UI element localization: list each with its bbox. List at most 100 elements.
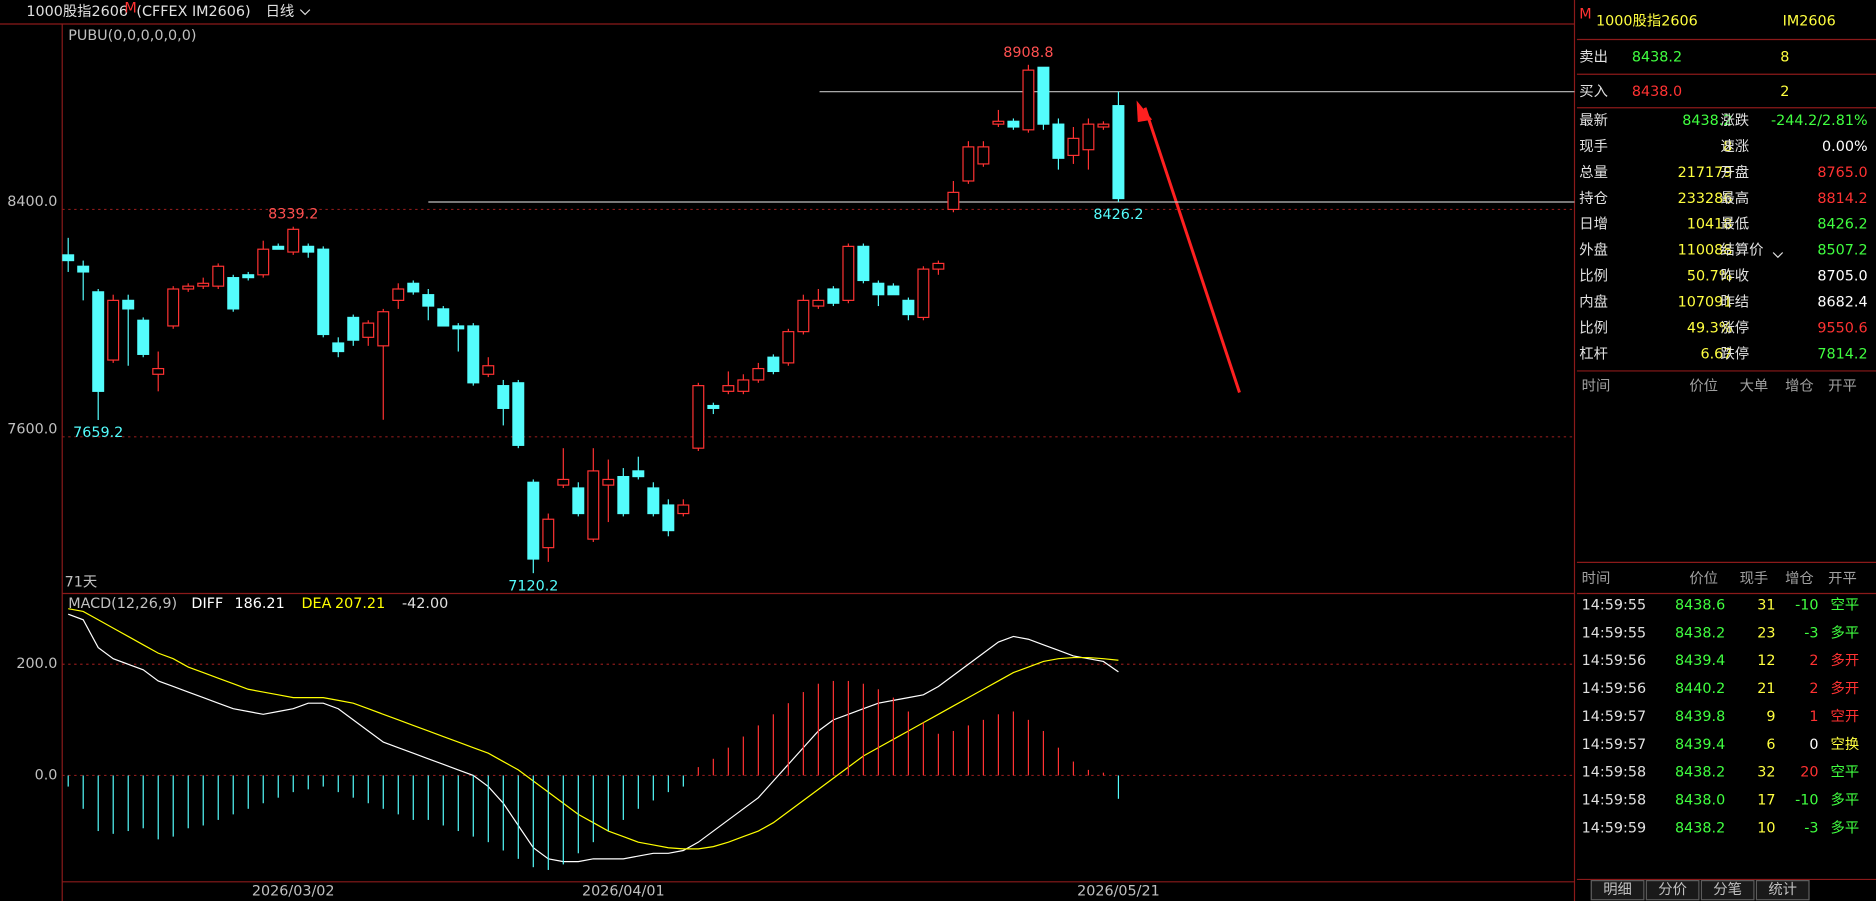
candle-body [872, 282, 885, 296]
stat-value: 49.3% [1687, 321, 1733, 337]
candle-body [422, 294, 435, 307]
x-tick-label: 2026/04/01 [582, 883, 665, 899]
candle-body [677, 504, 690, 515]
tab-label[interactable]: 明细 [1603, 881, 1632, 898]
stat-label: 日增 [1579, 216, 1608, 233]
stat-value: 107091 [1678, 295, 1733, 311]
candle-body [737, 379, 750, 392]
stat-value: 8682.4 [1817, 295, 1867, 311]
column-header: 现手 [1740, 570, 1769, 587]
stat-label: 内盘 [1579, 293, 1608, 311]
candle-body [947, 191, 960, 211]
candle-body [842, 245, 855, 301]
trade-cell: -3 [1804, 820, 1818, 836]
candle-body [377, 311, 390, 347]
period: 日线 [266, 3, 295, 20]
candle-body [1082, 123, 1095, 151]
symbol-name: 1000股指2606 [26, 3, 128, 20]
stat-value: 8705.0 [1817, 269, 1867, 285]
candle-body [332, 342, 345, 353]
trade-cell: 14:59:55 [1582, 597, 1646, 613]
candle-body [512, 382, 525, 446]
candle-body [347, 316, 360, 341]
tab[interactable] [1645, 880, 1700, 901]
trade-cell: 8438.0 [1675, 793, 1725, 809]
trade-cell: 14:59:58 [1582, 793, 1646, 809]
legend-name: DEA [302, 596, 332, 612]
volume: 8 [1780, 49, 1789, 65]
tab[interactable] [1755, 880, 1810, 901]
candle-body [1052, 123, 1065, 159]
trade-cell: 8438.2 [1675, 765, 1725, 781]
trade-cell: 14:59:58 [1582, 765, 1646, 781]
candle-body [707, 404, 720, 409]
stat-label: 速涨 [1720, 138, 1749, 155]
column-header: 价位 [1689, 377, 1718, 394]
candle-body [797, 299, 810, 333]
flag: M [1579, 6, 1591, 22]
stat-label: 杠杆 [1579, 346, 1608, 363]
stat-value: 9550.6 [1817, 321, 1867, 337]
caret [1772, 252, 1784, 259]
candle-body [92, 291, 105, 392]
stat-label: 总量 [1579, 164, 1608, 181]
trade-cell: -3 [1804, 625, 1818, 641]
stat-value: 0.00% [1822, 139, 1868, 155]
candle-body [437, 308, 450, 327]
candle-body [587, 470, 600, 540]
trade-cell: 9 [1766, 709, 1775, 725]
tab-label[interactable]: 分笔 [1713, 881, 1742, 898]
low-label: 8426.2 [1093, 207, 1143, 223]
y-tick-label: 200.0 [16, 656, 57, 672]
tab[interactable] [1590, 880, 1645, 901]
candle-body [212, 265, 225, 287]
stat-value: 50.7% [1687, 269, 1733, 285]
trade-cell: 1 [1809, 709, 1818, 725]
legend-value: -42.00 [402, 596, 448, 612]
stat-value: 10418 [1687, 217, 1733, 233]
candle-body [992, 120, 1005, 125]
tab[interactable] [1700, 880, 1755, 901]
column-header: 开平 [1828, 378, 1857, 394]
stat-value: 7814.2 [1817, 347, 1867, 363]
candle-body [557, 478, 570, 486]
stat-label: 涨跌 [1720, 112, 1749, 129]
trade-cell: 14:59:57 [1582, 737, 1646, 753]
trade-cell: 2 [1809, 681, 1818, 697]
candle-body [932, 262, 945, 270]
candle-body [902, 299, 915, 316]
trade-cell: 12 [1757, 653, 1775, 669]
trade-cell: 8438.2 [1675, 820, 1725, 836]
trade-cell: 8439.8 [1675, 709, 1725, 725]
legend-value: 207.21 [335, 596, 385, 612]
trade-cell: 8439.4 [1675, 653, 1725, 669]
candle-body [602, 478, 615, 486]
price: 8438.2 [1632, 49, 1682, 65]
tab-label[interactable]: 统计 [1768, 881, 1797, 898]
arrow-head [1136, 100, 1153, 123]
trade-cell: 21 [1757, 681, 1775, 697]
stat-label: 昨收 [1720, 268, 1749, 285]
symbol-flag: M [124, 0, 136, 16]
quote-panel: M 1000股指2606 IM2606 卖出 8438.2 8 买入 8438.0 2 最新 843… [1579, 6, 1868, 901]
column-header: 大单 [1740, 377, 1769, 394]
candle-body [62, 254, 75, 262]
trade-cell: 20 [1800, 765, 1818, 781]
trade-cell: 2 [1809, 653, 1818, 669]
stat-value: 8438.2 [1682, 113, 1732, 129]
trade-cell: 空平 [1831, 596, 1860, 613]
trade-cell: 8438.6 [1675, 597, 1725, 613]
trade-cell: 31 [1757, 597, 1775, 613]
trade-cell: 32 [1757, 765, 1775, 781]
price: 8438.0 [1632, 84, 1682, 100]
tab-label[interactable]: 分价 [1658, 881, 1687, 898]
candle-body [197, 282, 210, 287]
stat-label: 昨结 [1720, 294, 1749, 311]
y-tick-label: 8400.0 [7, 194, 57, 210]
candle-body [527, 481, 540, 560]
candle-body [182, 285, 195, 290]
candle-body [152, 367, 165, 375]
indicator-title: MACD(12,26,9) [68, 596, 177, 612]
